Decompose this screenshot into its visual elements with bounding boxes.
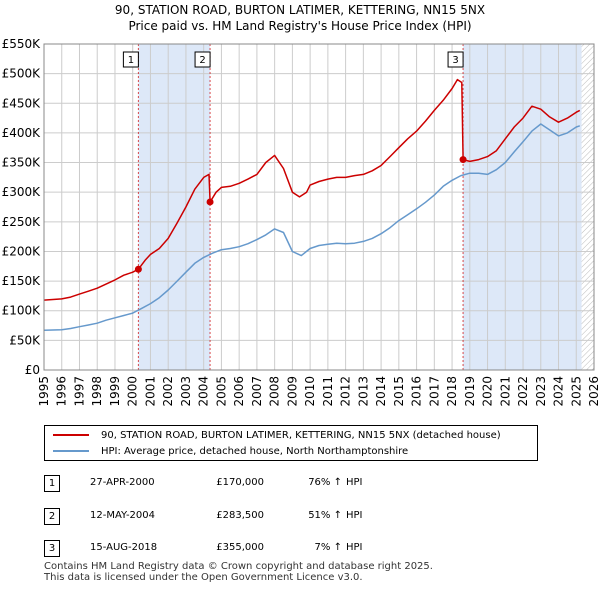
shaded-period xyxy=(463,44,582,370)
x-tick-label: 2007 xyxy=(250,376,264,407)
x-tick-label: 2015 xyxy=(392,376,406,407)
y-tick-label: £450K xyxy=(2,96,42,110)
x-tick-label: 2021 xyxy=(498,376,512,407)
transaction-number-badge: 3 xyxy=(44,540,60,557)
x-tick-label: 2005 xyxy=(214,376,228,407)
transaction-pct-value: 51% xyxy=(308,510,331,521)
legend-item-property: 90, STATION ROAD, BURTON LATIMER, KETTER… xyxy=(53,427,501,443)
x-tick-label: 2020 xyxy=(481,376,495,407)
y-tick-label: £350K xyxy=(2,156,42,170)
x-tick-label: 2012 xyxy=(339,376,353,407)
x-tick-label: 2004 xyxy=(197,376,211,407)
transaction-number-badge: 2 xyxy=(44,508,60,525)
x-tick-label: 2003 xyxy=(179,376,193,407)
x-tick-label: 2014 xyxy=(374,376,388,407)
x-tick-label: 2002 xyxy=(161,376,175,407)
x-tick-label: 1996 xyxy=(55,376,69,407)
y-tick-label: £500K xyxy=(2,67,42,81)
sale-number-label: 2 xyxy=(199,55,205,66)
transaction-hpi-label: HPI xyxy=(346,510,363,521)
legend: 90, STATION ROAD, BURTON LATIMER, KETTER… xyxy=(44,425,538,461)
x-tick-label: 2018 xyxy=(445,376,459,407)
sale-number-box xyxy=(122,51,139,68)
footer-copyright: Contains HM Land Registry data © Crown c… xyxy=(44,561,433,572)
x-tick-label: 2025 xyxy=(569,376,583,407)
x-tick-label: 2009 xyxy=(285,376,299,407)
transaction-number-badge: 1 xyxy=(44,475,60,492)
transaction-price: £170,000 xyxy=(216,477,264,488)
transaction-hpi-label: HPI xyxy=(346,477,363,488)
chart-title-line-2: Price paid vs. HM Land Registry's House … xyxy=(128,19,472,33)
x-tick-label: 1999 xyxy=(108,376,122,407)
y-tick-label: £200K xyxy=(2,244,42,258)
x-tick-label: 2023 xyxy=(534,376,548,407)
up-arrow-icon: ↑ xyxy=(333,477,342,488)
sale-number-label: 3 xyxy=(452,55,458,66)
footer-licence: This data is licensed under the Open Gov… xyxy=(44,572,363,583)
x-tick-label: 2024 xyxy=(552,376,566,407)
x-tick-label: 2011 xyxy=(321,376,335,407)
transaction-hpi-pct: 76% ↑ xyxy=(274,477,342,488)
sale-point xyxy=(459,156,467,164)
x-tick-label: 1998 xyxy=(90,376,104,407)
price-chart: £0 £50K £100K £150K £200K £250K £300K £350K £400… xyxy=(2,37,600,407)
sale-point xyxy=(206,198,214,206)
transaction-pct-value: 76% xyxy=(308,477,331,488)
y-tick-label: £250K xyxy=(2,215,42,229)
y-tick-label: £50K xyxy=(9,333,41,347)
x-tick-label: 2017 xyxy=(427,376,441,407)
legend-swatch-hpi xyxy=(53,450,89,452)
chart-title-line-1: 90, STATION ROAD, BURTON LATIMER, KETTER… xyxy=(114,3,486,17)
x-tick-label: 2019 xyxy=(463,376,477,407)
plot-frame xyxy=(43,43,595,371)
transaction-row: 2 12-MAY-2004 £283,500 51% ↑ HPI xyxy=(44,507,444,527)
hpi-line xyxy=(43,123,581,332)
transaction-row: 3 15-AUG-2018 £355,000 7% ↑ HPI xyxy=(44,539,444,559)
legend-label-property: 90, STATION ROAD, BURTON LATIMER, KETTER… xyxy=(101,429,501,441)
y-tick-label: £150K xyxy=(2,274,42,288)
transaction-pct-value: 7% xyxy=(314,542,331,553)
y-tick-label: £300K xyxy=(2,185,42,199)
sale-point xyxy=(134,265,142,273)
hatched-area xyxy=(581,44,594,370)
sale-number-box xyxy=(447,51,464,68)
x-tick-label: 2000 xyxy=(126,376,140,407)
transaction-hpi-pct: 7% ↑ xyxy=(274,542,342,553)
x-tick-label: 2016 xyxy=(410,376,424,407)
transaction-price: £283,500 xyxy=(216,510,264,521)
legend-swatch-property xyxy=(53,434,89,436)
y-tick-label: £550K xyxy=(2,37,42,51)
transaction-row: 1 27-APR-2000 £170,000 76% ↑ HPI xyxy=(44,474,444,494)
legend-label-hpi: HPI: Average price, detached house, Nort… xyxy=(101,445,409,457)
transaction-hpi-label: HPI xyxy=(346,542,363,553)
y-tick-label: £0 xyxy=(25,363,40,377)
x-tick-label: 2008 xyxy=(268,376,282,407)
transaction-price: £355,000 xyxy=(216,542,264,553)
y-tick-label: £100K xyxy=(2,304,42,318)
x-tick-label: 2013 xyxy=(356,376,370,407)
x-tick-label: 1995 xyxy=(37,376,51,407)
transaction-date: 15-AUG-2018 xyxy=(90,542,158,553)
x-tick-label: 2026 xyxy=(587,376,600,407)
sale-number-box xyxy=(194,51,211,68)
transaction-date: 12-MAY-2004 xyxy=(90,510,156,521)
x-tick-label: 2022 xyxy=(516,376,530,407)
up-arrow-icon: ↑ xyxy=(333,542,342,553)
legend-item-hpi: HPI: Average price, detached house, Nort… xyxy=(53,443,408,459)
y-tick-label: £400K xyxy=(2,126,42,140)
transaction-hpi-pct: 51% ↑ xyxy=(274,510,342,521)
x-tick-label: 2010 xyxy=(303,376,317,407)
transaction-date: 27-APR-2000 xyxy=(90,477,155,488)
x-tick-label: 2006 xyxy=(232,376,246,407)
x-tick-label: 1997 xyxy=(72,376,86,407)
sale-number-label: 1 xyxy=(128,55,134,66)
up-arrow-icon: ↑ xyxy=(333,510,342,521)
shaded-period xyxy=(138,44,211,370)
x-tick-label: 2001 xyxy=(143,376,157,407)
